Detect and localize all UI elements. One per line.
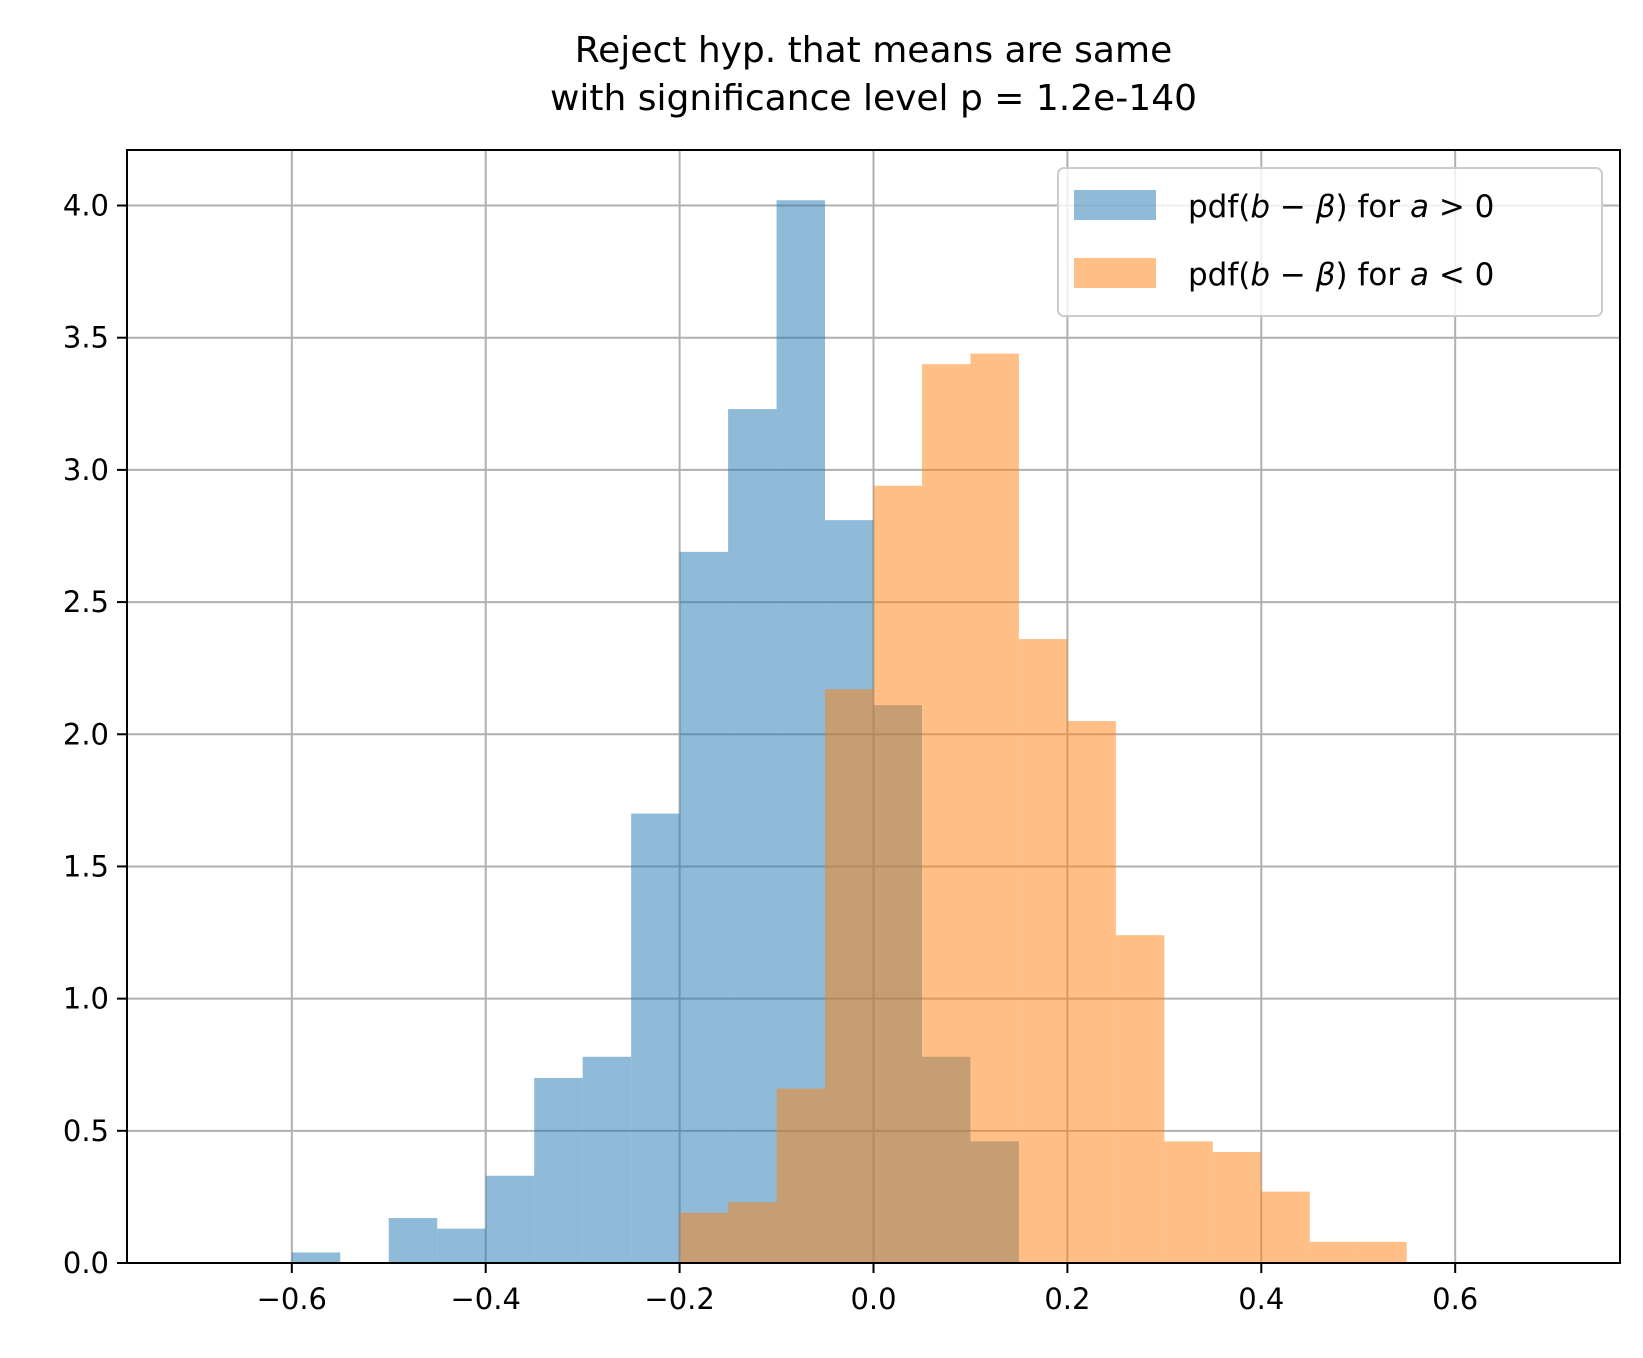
histogram-bars — [291, 200, 1407, 1263]
histogram-bar — [873, 485, 922, 1263]
x-tick-label: −0.6 — [257, 1282, 327, 1316]
histogram-bar — [1261, 1191, 1310, 1263]
legend-label: pdf(b − β) for a < 0 — [1188, 257, 1494, 293]
histogram-bar — [631, 813, 680, 1263]
legend-entry: pdf(b − β) for a < 0 — [1074, 257, 1494, 293]
legend-label: pdf(b − β) for a > 0 — [1188, 189, 1494, 225]
y-tick-label: 0.5 — [63, 1114, 109, 1148]
histogram-bar — [1212, 1151, 1262, 1263]
histogram-bar — [582, 1056, 632, 1263]
histogram-bar — [1018, 639, 1068, 1263]
chart-title-line: Reject hyp. that means are same — [575, 30, 1172, 71]
histogram-bar — [776, 200, 826, 1263]
histogram-bar — [825, 689, 874, 1263]
y-tick-label: 3.5 — [63, 321, 109, 355]
legend-swatch — [1074, 258, 1156, 288]
chart-title-line: with significance level p = 1.2e-140 — [550, 78, 1197, 119]
histogram-bar — [921, 364, 971, 1263]
histogram-bar — [728, 409, 777, 1263]
series-2 — [679, 353, 1407, 1263]
histogram-bar — [1358, 1241, 1407, 1263]
y-tick-label: 4.0 — [63, 189, 109, 223]
histogram-bar — [1115, 935, 1165, 1263]
histogram-bar — [388, 1218, 438, 1263]
x-tick-label: −0.4 — [450, 1282, 520, 1316]
legend-box — [1057, 167, 1603, 317]
chart-title: Reject hyp. that means are same with sign… — [550, 30, 1197, 119]
x-tick-label: 0.6 — [1432, 1282, 1478, 1316]
y-tick-label: 2.0 — [63, 717, 109, 751]
axis-ticks: −0.6 −0.4 −0.2 0.0 0.2 0.4 0.6 0.0 0.5 1.0 1.5 2.0 2… — [63, 189, 1478, 1316]
legend-swatch — [1074, 190, 1156, 220]
y-tick-label: 0.0 — [63, 1246, 109, 1280]
legend: pdf(b − β) for a > 0 pdf(b − β) for a < 0 — [1057, 167, 1603, 317]
y-tick-label: 1.0 — [63, 982, 109, 1016]
histogram-bar — [679, 1212, 729, 1263]
y-tick-label: 1.5 — [63, 849, 109, 883]
histogram-bar — [291, 1252, 341, 1263]
x-tick-label: −0.2 — [644, 1282, 714, 1316]
histogram-bar — [1067, 721, 1116, 1263]
x-tick-label: 0.4 — [1238, 1282, 1284, 1316]
histogram-bar — [534, 1077, 583, 1263]
histogram-bar — [485, 1175, 535, 1263]
legend-entry: pdf(b − β) for a > 0 — [1074, 189, 1494, 225]
y-tick-label: 2.5 — [63, 585, 109, 619]
x-tick-label: 0.2 — [1044, 1282, 1090, 1316]
histogram-bar — [776, 1088, 826, 1263]
y-tick-label: 3.0 — [63, 453, 109, 487]
histogram-bar — [970, 353, 1019, 1263]
histogram-bar — [679, 551, 729, 1263]
histogram-bar — [1164, 1141, 1213, 1263]
x-tick-label: 0.0 — [850, 1282, 896, 1316]
histogram-bar — [1309, 1241, 1359, 1263]
histogram-bar — [728, 1202, 777, 1263]
histogram-bar — [437, 1228, 486, 1263]
